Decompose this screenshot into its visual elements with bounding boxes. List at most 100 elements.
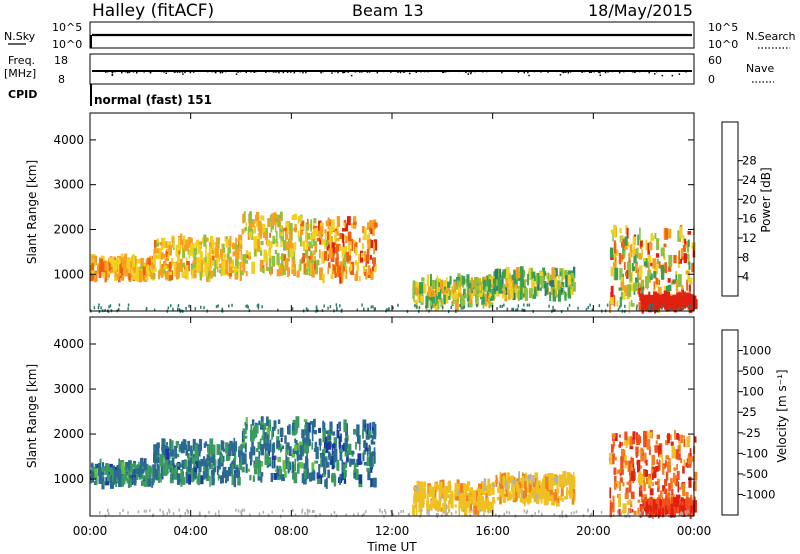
power-ground-scatter [526,303,529,307]
velocity-echo-cell [118,474,122,487]
power-echo-cell [300,220,305,231]
power-echo-cell [158,270,160,280]
velocity-echo-cell [625,436,629,445]
power-echo-cell [287,247,292,257]
power-echo-cell [633,245,635,257]
velocity-ground-scatter [472,509,474,513]
velocity-echo-cell [674,501,677,514]
velocity-echo-cell [365,430,367,435]
power-echo-cell [631,284,635,291]
velocity-echo-cell [245,417,248,428]
velocity-echo-cell [114,466,118,471]
power-echo-cell [249,211,252,224]
velocity-echo-cell [103,481,107,486]
velocity-ground-scatter [534,511,536,515]
velocity-echo-cell [227,443,232,457]
velocity-echo-cell [100,471,105,475]
power-echo-cell [273,239,277,244]
velocity-echo-cell [180,469,184,480]
power-echo-cell [436,275,439,289]
velocity-echo-cell [170,440,174,452]
velocity-echo-cell [134,468,139,476]
velocity-echo-cell [219,457,221,470]
power-echo-cell [546,283,548,290]
velocity-echo-cell [229,463,232,467]
velocity-echo-cell [518,471,520,483]
velocity-echo-cell [288,424,291,435]
velocity-echo-cell [210,448,213,457]
power-echo-cell [316,259,320,266]
power-echo-cell [336,216,341,227]
velocity-ground-scatter [455,510,457,514]
power-echo-cell [285,221,290,234]
nave-dot [219,71,222,74]
nave-dot [651,70,653,72]
velocity-echo-cell [301,429,305,439]
power-echo-cell [515,273,518,287]
power-echo-cell [121,262,124,268]
velocity-echo-cell [344,469,347,477]
power-echo-cell [320,222,324,226]
power-echo-cell [148,263,151,272]
nave-dot [236,70,238,73]
velocity-ground-scatter [307,511,309,515]
power-colorbar-tick-label: 4 [742,270,749,284]
velocity-echo-cell [306,468,309,479]
power-ground-scatter [194,307,197,311]
power-echo-cell [297,216,300,224]
power-echo-cell [651,235,655,241]
power-echo-cell [175,266,179,278]
power-echo-cell [212,248,216,258]
power-echo-cell [235,259,239,269]
velocity-echo-cell [273,425,276,431]
power-echo-cell [675,274,678,284]
power-echo-cell [197,260,201,273]
power-echo-cell [469,300,473,308]
velocity-echo-cell [313,418,316,428]
power-echo-cell [625,271,628,277]
velocity-echo-cell [239,453,241,465]
nave-dot [268,70,270,73]
velocity-echo-cell [631,437,635,445]
velocity-echo-cell [655,440,658,445]
velocity-echo-cell [646,430,649,440]
power-echo-cell [685,270,690,275]
power-echo-cell [159,242,163,246]
power-echo-cell [531,279,533,293]
power-echo-cell [237,238,241,243]
velocity-echo-cell [268,443,271,451]
power-echo-cell [196,239,200,246]
velocity-echo-cell [568,490,572,495]
power-echo-cell [116,273,120,281]
velocity-echo-cell [553,478,557,482]
power-echo-cell [119,274,122,278]
power-echo-cell [302,253,306,262]
velocity-echo-cell [548,495,552,501]
velocity-ground-scatter [616,510,619,514]
velocity-echo-cell [305,456,308,465]
power-ground-scatter [517,304,520,308]
nave-dot [442,71,445,74]
velocity-echo-cell [461,504,465,512]
velocity-echo-cell [101,475,105,489]
power-echo-cell [647,271,650,279]
velocity-echo-cell [101,466,106,472]
power-echo-cell [306,240,309,248]
power-echo-cell [92,258,95,263]
nave-dot [420,70,422,73]
power-echo-cell [436,286,438,295]
nave-dot [337,71,339,74]
velocity-echo-cell [272,442,275,453]
x-tick-label: 00:00 [73,524,108,538]
velocity-echo-cell [331,443,334,456]
freq-unit-label: [MHz] [4,67,36,80]
nave-dot [655,70,658,73]
power-echo-cell [347,244,351,253]
velocity-echo-cell [327,469,330,479]
velocity-echo-cell [142,466,144,472]
power-echo-cell [609,300,612,313]
velocity-echo-cell [95,477,98,484]
nave-dot [501,71,503,74]
nave-dot [136,72,138,74]
velocity-echo-cell [372,426,374,431]
